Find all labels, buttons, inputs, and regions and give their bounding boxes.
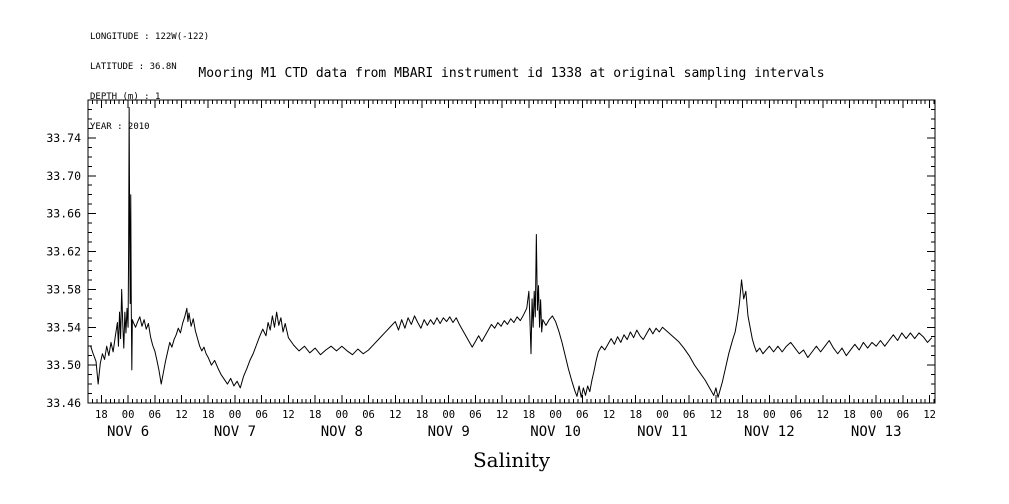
x-hour-tick-label: 00 [229, 409, 242, 421]
axis-labels: 33.46 33.50 33.54 33.58 33.62 33.66 33.70 33.74… [46, 131, 936, 440]
x-day-label: NOV 12 [744, 424, 795, 440]
x-hour-tick-label: 06 [576, 409, 589, 421]
station-metadata: LONGITUDE : 122W(-122) LATITUDE : 36.8N … [90, 12, 209, 152]
x-hour-tick-label: 00 [763, 409, 776, 421]
x-hour-tick-label: 06 [683, 409, 696, 421]
x-hour-tick-label: 12 [175, 409, 188, 421]
x-hour-tick-label: 06 [790, 409, 803, 421]
x-hour-tick-label: 12 [389, 409, 402, 421]
y-tick-label: 33.62 [46, 245, 81, 259]
x-day-label: NOV 7 [214, 424, 256, 440]
x-hour-tick-label: 12 [710, 409, 723, 421]
metadata-depth: DEPTH (m) : 1 [90, 92, 161, 102]
x-hour-tick-label: 00 [122, 409, 135, 421]
x-hour-tick-label: 18 [416, 409, 429, 421]
x-hour-tick-label: 18 [629, 409, 642, 421]
x-day-label: NOV 11 [637, 424, 688, 440]
x-hour-tick-label: 06 [362, 409, 375, 421]
x-hour-tick-label: 12 [496, 409, 509, 421]
x-hour-tick-label: 00 [870, 409, 883, 421]
x-day-label: NOV 8 [321, 424, 363, 440]
x-hour-tick-label: 12 [603, 409, 616, 421]
x-hour-tick-label: 00 [549, 409, 562, 421]
x-day-label: NOV 6 [107, 424, 149, 440]
metadata-year: YEAR : 2010 [90, 122, 150, 132]
y-tick-label: 33.58 [46, 282, 81, 296]
y-tick-label: 33.66 [46, 207, 81, 221]
metadata-longitude: LONGITUDE : 122W(-122) [90, 32, 210, 42]
x-hour-tick-label: 00 [656, 409, 669, 421]
x-hour-tick-label: 18 [736, 409, 749, 421]
chart-title: Mooring M1 CTD data from MBARI instrumen… [198, 66, 825, 81]
x-hour-tick-label: 18 [202, 409, 215, 421]
quantity-label: Salinity [472, 448, 551, 472]
y-tick-label: 33.46 [46, 396, 81, 410]
x-hour-tick-label: 00 [336, 409, 349, 421]
data-trace-layer [90, 107, 933, 398]
x-hour-tick-label: 18 [843, 409, 856, 421]
x-hour-tick-label: 06 [148, 409, 161, 421]
y-tick-label: 33.70 [46, 169, 81, 183]
x-hour-tick-label: 12 [282, 409, 295, 421]
salinity-trace [90, 107, 933, 398]
x-hour-tick-label: 06 [897, 409, 910, 421]
metadata-latitude: LATITUDE : 36.8N [90, 62, 177, 72]
x-day-label: NOV 13 [851, 424, 902, 440]
axes-and-ticks [87, 99, 936, 404]
x-hour-tick-label: 00 [442, 409, 455, 421]
x-hour-tick-label: 12 [816, 409, 829, 421]
x-hour-tick-label: 06 [469, 409, 482, 421]
x-hour-tick-label: 18 [523, 409, 536, 421]
x-day-label: NOV 10 [530, 424, 581, 440]
y-tick-label: 33.74 [46, 131, 81, 145]
x-hour-tick-label: 18 [95, 409, 108, 421]
x-hour-tick-label: 12 [923, 409, 936, 421]
x-day-label: NOV 9 [428, 424, 470, 440]
y-tick-label: 33.54 [46, 320, 81, 334]
x-hour-tick-label: 06 [255, 409, 268, 421]
y-tick-label: 33.50 [46, 358, 81, 372]
x-hour-tick-label: 18 [309, 409, 322, 421]
